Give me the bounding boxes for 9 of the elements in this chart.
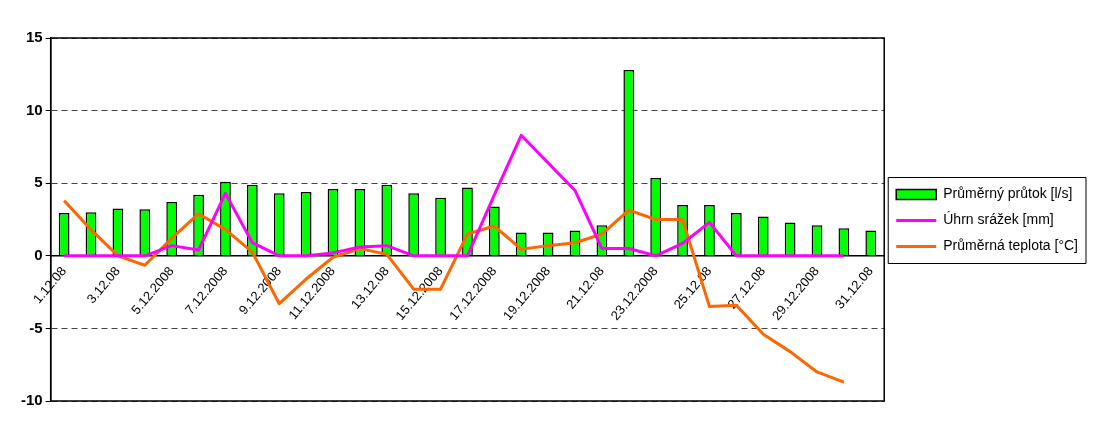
y-tick-label: -5	[29, 318, 43, 336]
y-tick-label: 0	[34, 245, 43, 263]
legend-label: Úhrn srážek [mm]	[943, 211, 1054, 228]
legend-label: Průměrná teplota [°C]	[943, 237, 1079, 254]
y-tick-label: 5	[34, 173, 43, 191]
y-tick-label: 10	[25, 100, 43, 118]
y-tick-label: -10	[20, 391, 43, 409]
y-tick-label: 15	[25, 28, 43, 46]
legend-label: Průměrný průtok [l/s]	[943, 185, 1073, 202]
